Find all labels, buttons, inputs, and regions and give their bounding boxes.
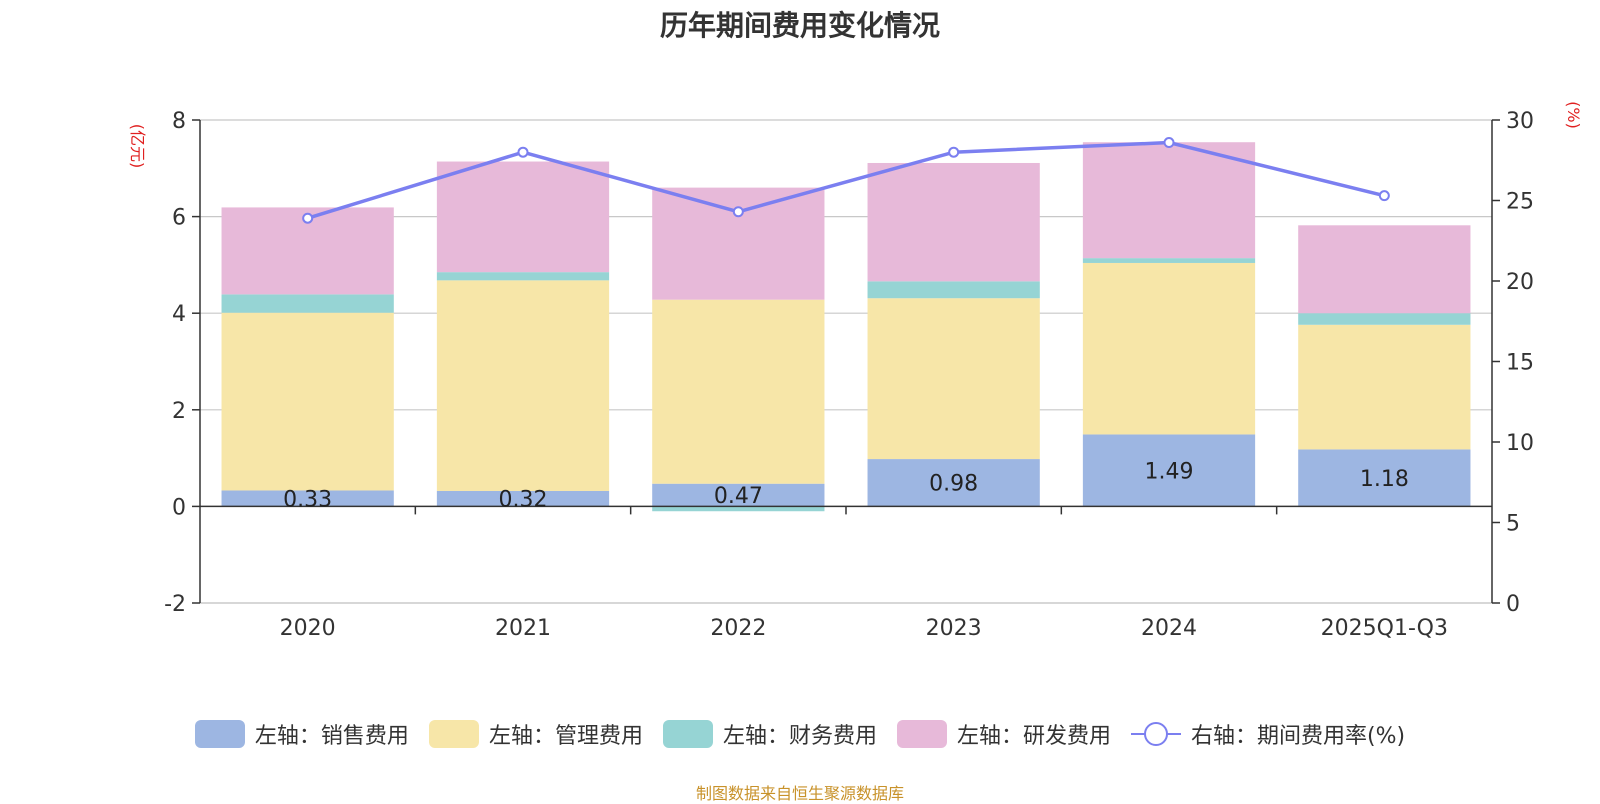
bar-segment-0-2024 — [1082, 434, 1256, 507]
bar-segment-0-2023 — [867, 459, 1040, 507]
chart-legend: 左轴：销售费用 左轴：管理费用 左轴：财务费用 左轴：研发费用 右轴：期间费用率… — [0, 718, 1600, 750]
legend-label-finance: 左轴：财务费用 — [722, 724, 877, 749]
bar-segment-3-2025Q1-Q3 — [1298, 225, 1471, 314]
y-left-tick-label: 0 — [172, 495, 186, 520]
y-left-tick-label: 8 — [172, 109, 186, 134]
source-note: 制图数据来自恒生聚源数据库 — [695, 784, 904, 803]
bar-segment-3-2021 — [436, 161, 610, 273]
y-right-tick-label: 10 — [1506, 431, 1534, 456]
y-left-axis-label: (亿元) — [128, 124, 147, 169]
bar-segment-2-2025Q1-Q3 — [1298, 313, 1471, 325]
y-right-tick-label: 25 — [1506, 190, 1534, 215]
rate-point — [732, 206, 744, 218]
x-tick-label: 2024 — [1141, 616, 1197, 641]
y-left-tick-label: -2 — [164, 592, 186, 617]
legend-item-admin[interactable]: 左轴：管理费用 — [428, 718, 643, 750]
bar-segment-2-2022 — [652, 506, 825, 512]
legend-item-rate[interactable]: 右轴：期间费用率(%) — [1130, 718, 1406, 750]
legend-line-marker-icon — [1130, 722, 1181, 746]
legend-item-finance[interactable]: 左轴：财务费用 — [662, 718, 877, 750]
bar-segment-1-2020 — [221, 312, 394, 491]
bar-segment-3-2022 — [652, 187, 825, 300]
rate-point — [302, 212, 314, 224]
legend-swatch-admin — [428, 720, 479, 748]
legend-swatch-sales — [194, 720, 245, 748]
y-left-tick-label: 4 — [172, 302, 186, 327]
legend-label-rnd: 左轴：研发费用 — [956, 724, 1111, 749]
bar-segment-3-2024 — [1082, 142, 1256, 259]
legend-label-sales: 左轴：销售费用 — [254, 724, 409, 749]
chart-plot: 0.33 0.32 0.47 0.98 1.49 1.18-202468051015202… — [128, 101, 1583, 641]
x-tick-label: 2020 — [280, 616, 336, 641]
bar-segment-1-2025Q1-Q3 — [1298, 324, 1471, 450]
legend-swatch-rnd — [896, 720, 947, 748]
y-right-tick-label: 0 — [1506, 592, 1520, 617]
rate-point — [1378, 190, 1390, 202]
legend-label-admin: 左轴：管理费用 — [488, 724, 643, 749]
rate-point — [1163, 137, 1175, 149]
y-left-tick-label: 2 — [172, 399, 186, 424]
bar-segment-2-2024 — [1082, 258, 1256, 263]
bar-segment-2-2023 — [867, 281, 1040, 299]
chart-title: 历年期间费用变化情况 — [659, 9, 940, 42]
y-right-tick-label: 20 — [1506, 270, 1534, 295]
legend-swatch-finance — [662, 720, 713, 748]
x-tick-label: 2025Q1-Q3 — [1321, 616, 1448, 641]
bar-segment-0-2020 — [221, 490, 394, 507]
y-right-axis-label: (%) — [1564, 101, 1583, 129]
data-label: 1.49 — [1145, 459, 1194, 484]
x-tick-label: 2021 — [495, 616, 551, 641]
bar-segment-3-2023 — [867, 162, 1040, 282]
data-label: 0.47 — [714, 484, 763, 509]
bar-segment-0-2025Q1-Q3 — [1298, 449, 1471, 507]
y-left-tick-label: 6 — [172, 206, 186, 231]
y-right-tick-label: 15 — [1506, 351, 1534, 376]
legend-item-sales[interactable]: 左轴：销售费用 — [194, 718, 409, 750]
bar-segment-1-2024 — [1082, 262, 1256, 435]
bar-segment-1-2022 — [652, 299, 825, 484]
bar-segment-1-2021 — [436, 280, 610, 491]
legend-item-rnd[interactable]: 左轴：研发费用 — [896, 718, 1111, 750]
data-label: 0.32 — [499, 488, 548, 513]
rate-point — [948, 146, 960, 158]
rate-point — [517, 146, 529, 158]
y-right-tick-label: 5 — [1506, 512, 1520, 537]
x-tick-label: 2023 — [926, 616, 982, 641]
data-label: 1.18 — [1360, 467, 1409, 492]
data-label: 0.33 — [283, 487, 332, 512]
bar-segment-1-2023 — [867, 298, 1040, 460]
legend-label-rate: 右轴：期间费用率(%) — [1190, 724, 1406, 749]
data-label: 0.98 — [929, 472, 978, 497]
bar-segment-2-2020 — [221, 294, 394, 313]
y-right-tick-label: 30 — [1506, 109, 1534, 134]
bar-segment-0-2022 — [652, 483, 825, 507]
x-tick-label: 2022 — [710, 616, 766, 641]
bar-segment-2-2021 — [436, 272, 610, 281]
bar-segment-0-2021 — [436, 490, 610, 507]
rate-line — [307, 140, 1385, 220]
